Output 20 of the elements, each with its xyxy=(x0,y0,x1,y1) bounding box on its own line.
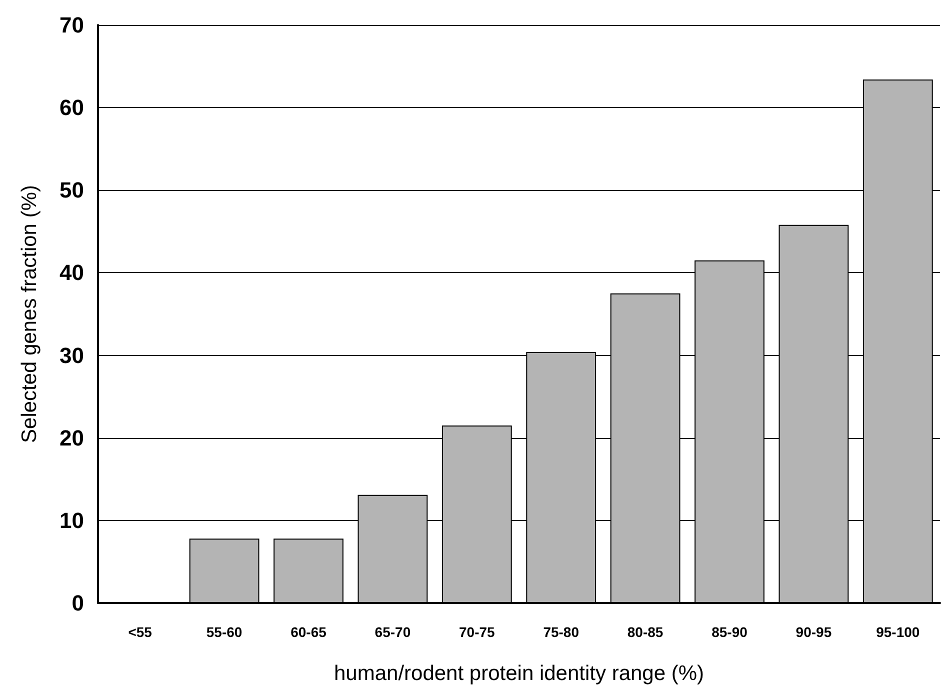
y-tick-label: 40 xyxy=(60,260,84,286)
y-tick-label: 0 xyxy=(72,590,84,616)
x-tick-label: 70-75 xyxy=(458,624,496,640)
x-tick-label: 80-85 xyxy=(627,624,664,640)
x-tick-label: 85-90 xyxy=(712,624,748,640)
y-axis-title: Selected genes fraction (%) xyxy=(18,185,41,443)
x-axis-title: human/rodent protein identity range (%) xyxy=(334,662,704,685)
x-tick-label: 75-80 xyxy=(543,624,580,640)
y-tick-label: 10 xyxy=(60,508,84,533)
y-tick-label: 50 xyxy=(60,178,84,203)
x-tick-label: 55-60 xyxy=(206,624,242,640)
x-tick-label: <55 xyxy=(128,624,152,640)
x-tick-label: 90-95 xyxy=(796,624,832,640)
x-tick-label: 60-65 xyxy=(290,624,327,640)
x-tick-label: 65-70 xyxy=(374,624,411,640)
y-tick-label: 70 xyxy=(60,12,84,38)
y-tick-label: 60 xyxy=(60,95,84,120)
y-tick-label: 30 xyxy=(60,342,84,368)
x-tick-label: 95-100 xyxy=(876,624,920,640)
y-tick-label: 20 xyxy=(60,425,84,450)
